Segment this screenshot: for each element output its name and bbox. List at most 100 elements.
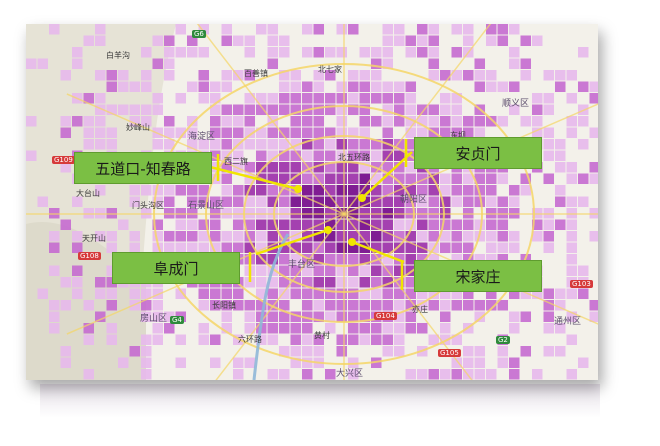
heat-cell xyxy=(302,93,313,104)
heat-cell xyxy=(187,219,198,230)
heat-cell xyxy=(589,93,598,104)
heat-cell xyxy=(279,104,290,115)
place-yizhuang: 亦庄 xyxy=(412,305,428,314)
heat-cell xyxy=(325,369,336,380)
heat-cell xyxy=(279,35,290,46)
heat-cell xyxy=(313,254,324,265)
heat-cell xyxy=(463,173,474,184)
heat-cell xyxy=(359,185,370,196)
heat-cell xyxy=(37,288,48,299)
heat-cell xyxy=(405,104,416,115)
heat-cell xyxy=(578,357,589,368)
heat-cell xyxy=(313,277,324,288)
heat-cell xyxy=(336,242,347,253)
heat-cell xyxy=(486,35,497,46)
heat-cell xyxy=(313,300,324,311)
heat-cell xyxy=(198,196,209,207)
heat-cell xyxy=(509,47,520,58)
heat-cell xyxy=(382,35,393,46)
heat-cell xyxy=(555,288,566,299)
heat-cell xyxy=(382,185,393,196)
heat-cell xyxy=(532,231,543,242)
heat-cell xyxy=(428,196,439,207)
road-badge-g103: G103 xyxy=(570,280,593,288)
heat-cell xyxy=(210,150,221,161)
heat-cell xyxy=(95,311,106,322)
heat-cell xyxy=(256,24,267,35)
heat-cell xyxy=(290,346,301,357)
heat-cell xyxy=(543,150,554,161)
heat-cell xyxy=(394,93,405,104)
leader-fuchengmen xyxy=(255,228,329,256)
heat-cell xyxy=(325,93,336,104)
heat-cell xyxy=(359,162,370,173)
heat-cell xyxy=(129,242,140,253)
heat-cell xyxy=(440,369,451,380)
heat-cell xyxy=(451,116,462,127)
heat-cell xyxy=(164,323,175,334)
heat-cell xyxy=(152,334,163,345)
heat-cell xyxy=(267,277,278,288)
heat-cell xyxy=(371,70,382,81)
heat-cell xyxy=(164,58,175,69)
heat-cell xyxy=(371,219,382,230)
heat-cell xyxy=(428,254,439,265)
heat-cell xyxy=(371,116,382,127)
heat-cell xyxy=(233,70,244,81)
heat-cell xyxy=(566,70,577,81)
place-dataishan: 大台山 xyxy=(76,189,100,198)
heat-cell xyxy=(325,254,336,265)
heat-cell xyxy=(95,288,106,299)
heat-cell xyxy=(371,173,382,184)
heat-cell xyxy=(313,116,324,127)
heat-cell xyxy=(221,35,232,46)
heat-cell xyxy=(394,311,405,322)
heat-cell xyxy=(359,173,370,184)
heat-cell xyxy=(95,93,106,104)
heat-cell xyxy=(428,104,439,115)
heat-cell xyxy=(440,93,451,104)
heat-cell xyxy=(405,139,416,150)
heat-cell xyxy=(371,334,382,345)
heat-cell xyxy=(267,162,278,173)
heat-cell xyxy=(175,334,186,345)
heat-cell xyxy=(244,93,255,104)
heat-cell xyxy=(382,219,393,230)
heat-cell xyxy=(187,242,198,253)
heat-cell xyxy=(152,311,163,322)
heat-cell xyxy=(210,231,221,242)
heat-cell xyxy=(152,185,163,196)
heat-cell xyxy=(474,369,485,380)
heat-cell xyxy=(325,300,336,311)
leader-fuchengmen-dot xyxy=(324,226,332,234)
heat-cell xyxy=(394,35,405,46)
heat-cell xyxy=(543,311,554,322)
heat-cell xyxy=(106,70,117,81)
heat-cell xyxy=(520,116,531,127)
heat-cell xyxy=(359,127,370,138)
leader-andingmen-dot xyxy=(358,194,366,202)
radial-road xyxy=(215,213,345,380)
heat-cell xyxy=(233,288,244,299)
heat-cell xyxy=(256,162,267,173)
heat-cell xyxy=(405,242,416,253)
heat-cell xyxy=(451,242,462,253)
heat-cell xyxy=(302,196,313,207)
heat-cell xyxy=(175,127,186,138)
heat-cell xyxy=(405,323,416,334)
heat-cell xyxy=(566,288,577,299)
heat-cell xyxy=(566,127,577,138)
heat-cell xyxy=(83,300,94,311)
heat-cell xyxy=(129,116,140,127)
heat-cell xyxy=(532,288,543,299)
heat-cell xyxy=(428,58,439,69)
heat-cell xyxy=(348,242,359,253)
heat-cell xyxy=(95,231,106,242)
heat-cell xyxy=(451,196,462,207)
heat-cell xyxy=(348,369,359,380)
heat-cell xyxy=(198,219,209,230)
heat-cell xyxy=(348,81,359,92)
heat-cell xyxy=(486,231,497,242)
heat-cell xyxy=(497,81,508,92)
heat-cell xyxy=(175,242,186,253)
